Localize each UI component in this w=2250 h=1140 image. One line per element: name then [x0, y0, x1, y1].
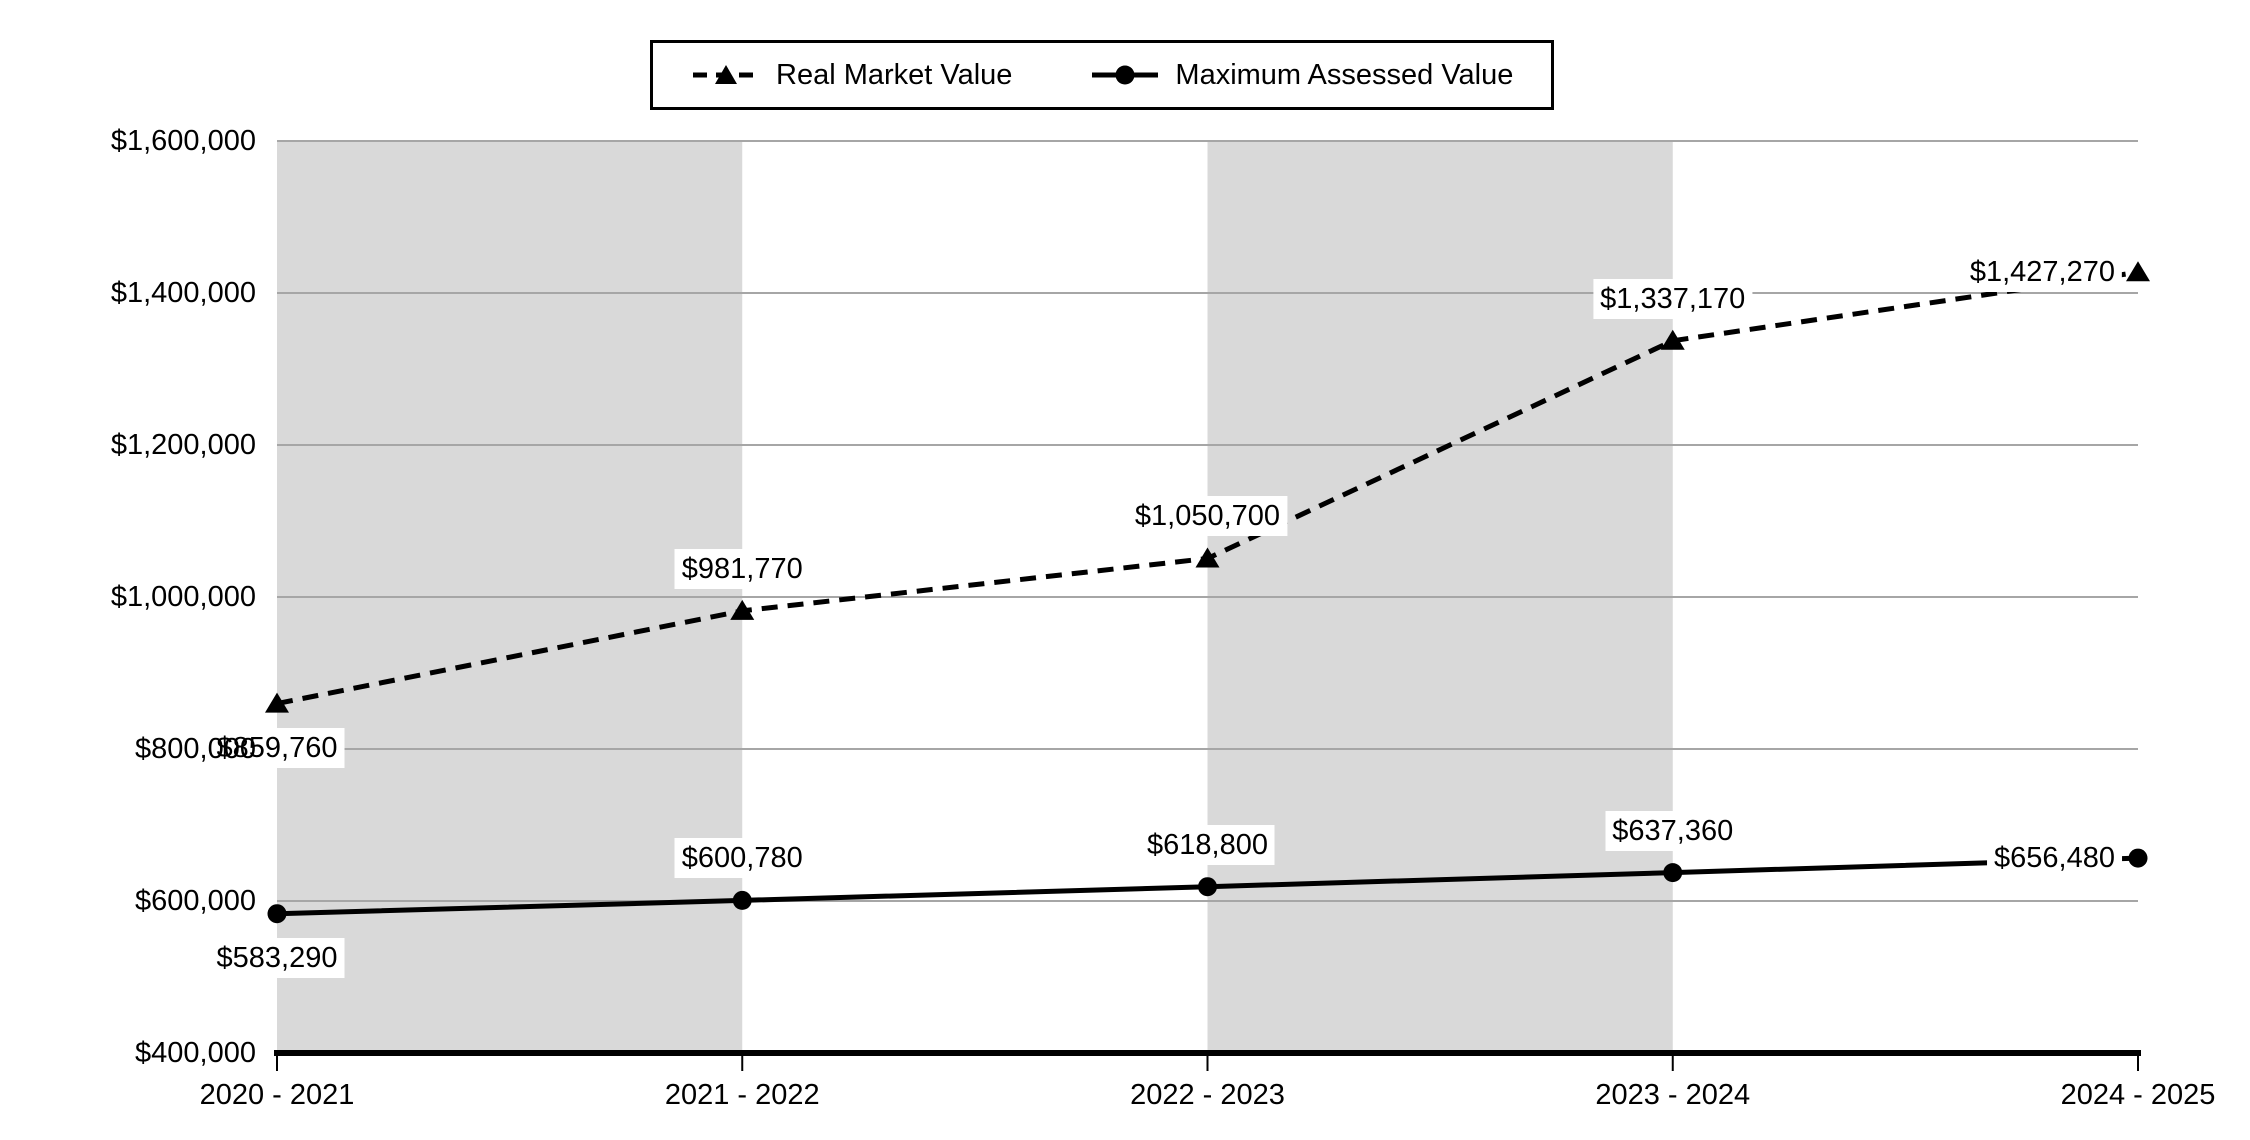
data-label: $1,427,270 [1962, 252, 2122, 293]
solid-line-circle-marker-icon [1092, 65, 1159, 85]
x-axis-tick-label: 2024 - 2025 [2060, 1079, 2216, 1111]
marker-circle [267, 904, 287, 924]
marker-triangle [1195, 547, 1220, 568]
y-axis-tick-label: $1,600,000 [110, 125, 256, 157]
marker-circle [732, 890, 752, 910]
data-label: $1,337,170 [1593, 278, 1753, 319]
y-axis-tick-label: $1,000,000 [110, 581, 256, 613]
data-label: $1,050,700 [1127, 496, 1288, 537]
x-axis-tick-label: 2020 - 2021 [199, 1079, 355, 1111]
x-axis-tick-label: 2023 - 2024 [1595, 1079, 1751, 1111]
marker-circle [2128, 848, 2148, 868]
data-label: $618,800 [1140, 824, 1275, 865]
legend: Real Market Value Maximum Assessed Value [650, 40, 1555, 110]
legend-item-maximum-assessed-value: Maximum Assessed Value [1090, 58, 1513, 92]
data-label: $600,780 [674, 838, 810, 879]
y-axis-tick-label: $600,000 [135, 885, 256, 917]
x-axis-tick-label: 2022 - 2023 [1130, 1079, 1285, 1111]
marker-triangle [2126, 261, 2150, 282]
legend-item-label: Maximum Assessed Value [1175, 59, 1514, 91]
data-label: $583,290 [209, 937, 345, 978]
marker-triangle [265, 692, 289, 713]
marker-triangle [1660, 329, 1685, 350]
y-axis-tick-label: $800,000 [135, 733, 256, 765]
y-axis-tick-label: $400,000 [135, 1037, 256, 1069]
x-axis-tick-label: 2021 - 2022 [664, 1079, 820, 1111]
marker-triangle [730, 599, 755, 620]
y-axis-tick-label: $1,400,000 [110, 277, 256, 309]
legend-item-real-market-value: Real Market Value [691, 58, 1012, 92]
marker-circle [1198, 877, 1217, 897]
legend-item-label: Real Market Value [776, 59, 1013, 91]
data-label: $637,360 [1605, 810, 1741, 851]
y-axis-tick-label: $1,200,000 [110, 429, 256, 461]
data-label: $859,760 [209, 727, 345, 768]
data-label: $981,770 [674, 548, 810, 589]
data-label: $656,480 [1987, 838, 2122, 879]
dashed-line-triangle-marker-icon [693, 65, 759, 84]
marker-circle [1663, 863, 1683, 883]
